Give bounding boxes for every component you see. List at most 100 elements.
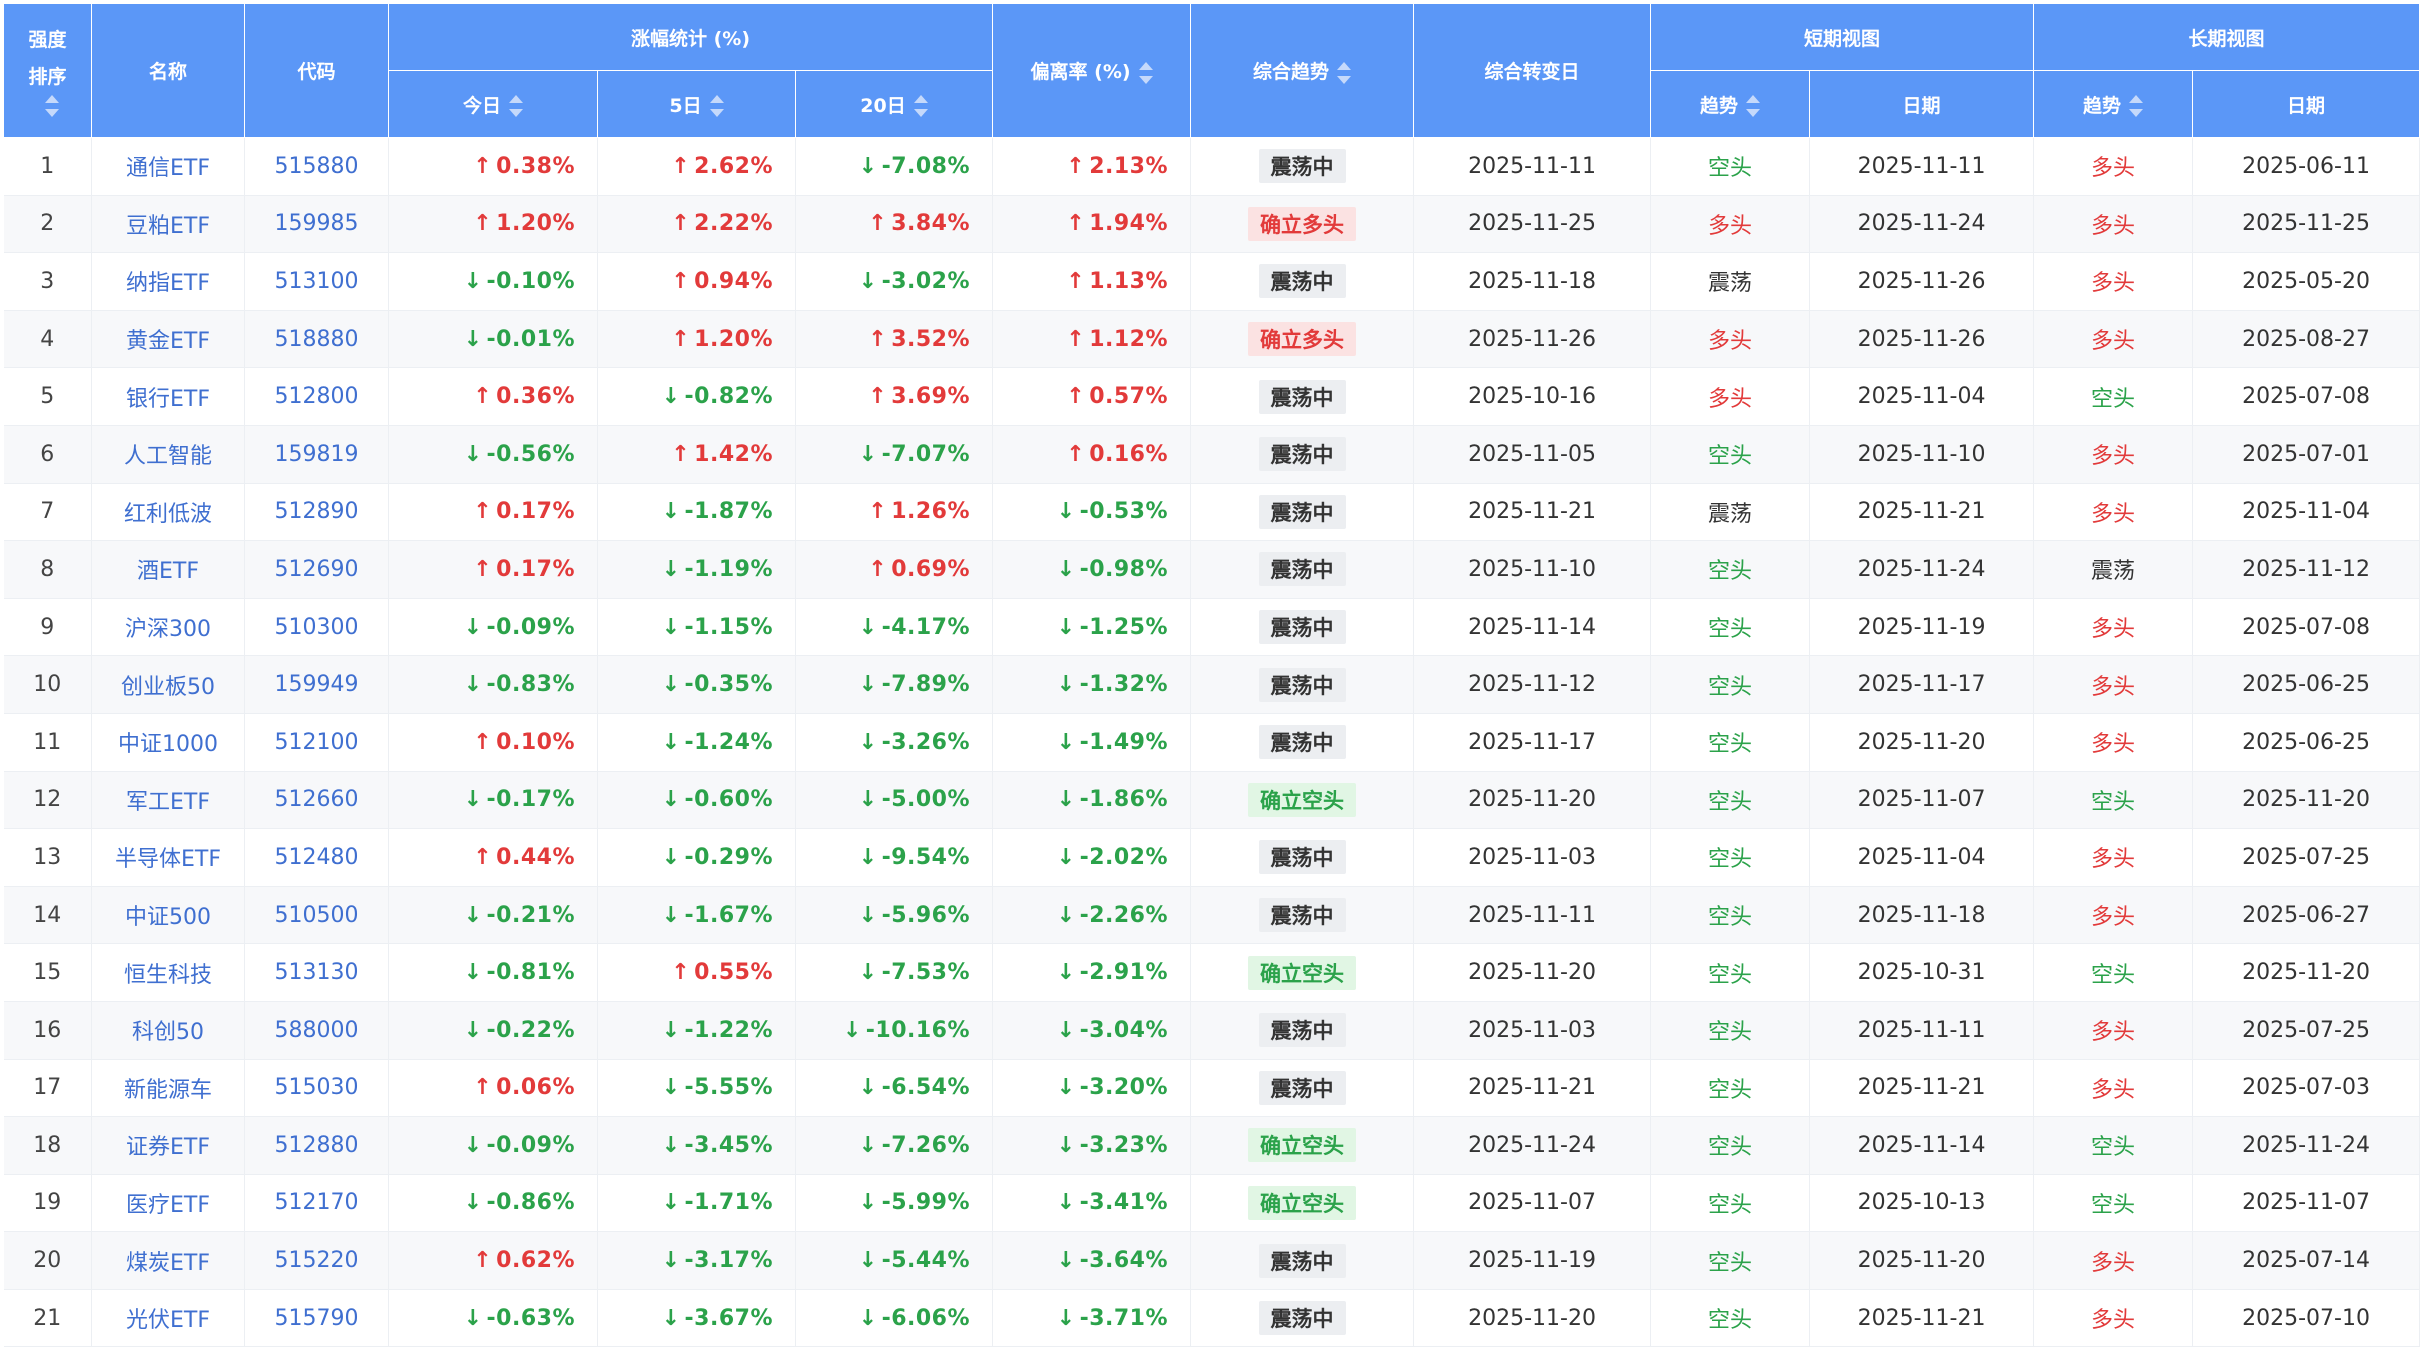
today-change-cell-value: 0.38% [496, 153, 575, 179]
etf-trend-table-container: 强度 排序 名称 代码 涨幅统计 (%) 偏离率 (%) 综合趋势 综合转变日 … [3, 3, 2420, 1348]
sort-icon[interactable] [709, 95, 724, 117]
sort-icon[interactable] [509, 95, 523, 117]
column-header-20d[interactable]: 20日 [794, 70, 994, 138]
table-row[interactable]: 4 黄金ETF 518880 ↓ -0.01% ↑ 1.20% ↑ 3.52% ↑ 1.12% 确立多… [3, 310, 2420, 369]
etf-code-link[interactable]: 515220 [244, 1231, 389, 1290]
sort-icon[interactable] [1337, 61, 1352, 84]
etf-code-link[interactable]: 518880 [244, 310, 389, 369]
table-row[interactable]: 13 半导体ETF 512480 ↑ 0.44% ↓ -0.29% ↓ -9.54% ↓ -2.02… [3, 828, 2420, 887]
etf-code-link[interactable]: 588000 [244, 1001, 389, 1060]
table-row[interactable]: 7 红利低波 512890 ↑ 0.17% ↓ -1.87% ↑ 1.26% ↓ -0.53% 震荡中… [3, 483, 2420, 542]
table-row[interactable]: 10 创业板50 159949 ↓ -0.83% ↓ -0.35% ↓ -7.89% ↓ -1.32… [3, 655, 2420, 714]
etf-name-link[interactable]: 恒生科技 [91, 943, 245, 1002]
long-date-cell: 2025-11-25 [2192, 195, 2420, 254]
long-date-cell: 2025-11-20 [2192, 943, 2420, 1002]
sort-icon[interactable] [913, 95, 928, 117]
etf-name-link[interactable]: 黄金ETF [91, 310, 245, 369]
column-header-code: 代码 [244, 3, 389, 138]
etf-name-link[interactable]: 纳指ETF [91, 252, 245, 311]
short-date-cell: 2025-11-19 [1809, 598, 2035, 657]
column-header-rank[interactable]: 强度 排序 [3, 3, 92, 138]
etf-code-link[interactable]: 513100 [244, 252, 389, 311]
etf-name-link[interactable]: 人工智能 [91, 425, 245, 484]
deviation-cell-value: 1.94% [1089, 211, 1169, 237]
etf-code-link[interactable]: 159819 [244, 425, 389, 484]
deviation-cell-value: 0.57% [1089, 384, 1169, 410]
table-row[interactable]: 17 新能源车 515030 ↑ 0.06% ↓ -5.55% ↓ -6.54% ↓ -3.20% 震… [3, 1059, 2420, 1118]
20d-change-cell-value: -4.17% [881, 614, 971, 640]
overall-trend-cell: 震荡中 [1190, 540, 1415, 599]
etf-code-link[interactable]: 515880 [244, 137, 389, 196]
column-header-short-trend[interactable]: 趋势 [1650, 70, 1811, 138]
column-header-deviation[interactable]: 偏离率 (%) [992, 3, 1192, 138]
etf-name-link[interactable]: 中证500 [91, 886, 245, 945]
etf-name-link[interactable]: 红利低波 [91, 483, 245, 542]
sort-icon[interactable] [2129, 95, 2144, 117]
column-header-overall-trend[interactable]: 综合趋势 [1190, 3, 1415, 138]
table-row[interactable]: 15 恒生科技 513130 ↓ -0.81% ↑ 0.55% ↓ -7.53% ↓ -2.91% 确… [3, 943, 2420, 1002]
overall-trend-cell: 震荡中 [1190, 1289, 1415, 1348]
etf-code-link[interactable]: 510500 [244, 886, 389, 945]
etf-name-link[interactable]: 酒ETF [91, 540, 245, 599]
table-row[interactable]: 19 医疗ETF 512170 ↓ -0.86% ↓ -1.71% ↓ -5.99% ↓ -3.41… [3, 1174, 2420, 1233]
etf-name-link[interactable]: 证券ETF [91, 1116, 245, 1175]
etf-code-link[interactable]: 512890 [244, 483, 389, 542]
etf-name-link[interactable]: 军工ETF [91, 771, 245, 830]
etf-code-link[interactable]: 512690 [244, 540, 389, 599]
etf-name-link[interactable]: 豆粕ETF [91, 195, 245, 254]
table-row[interactable]: 2 豆粕ETF 159985 ↑ 1.20% ↑ 2.22% ↑ 3.84% ↑ 1.94% 确立多头… [3, 195, 2420, 254]
table-row[interactable]: 3 纳指ETF 513100 ↓ -0.10% ↑ 0.94% ↓ -3.02% ↑ 1.13% 震荡… [3, 252, 2420, 311]
table-row[interactable]: 16 科创50 588000 ↓ -0.22% ↓ -1.22% ↓ -10.16% ↓ -3.04… [3, 1001, 2420, 1060]
column-header-long-trend[interactable]: 趋势 [2033, 70, 2194, 138]
table-row[interactable]: 5 银行ETF 512800 ↑ 0.36% ↓ -0.82% ↑ 3.69% ↑ 0.57% 震荡中… [3, 367, 2420, 426]
etf-code-link[interactable]: 513130 [244, 943, 389, 1002]
deviation-cell: ↑ 0.16% [992, 425, 1192, 484]
short-trend-cell: 空头 [1650, 713, 1811, 772]
column-group-short-view: 短期视图 [1650, 3, 2035, 71]
column-header-5d[interactable]: 5日 [597, 70, 796, 138]
etf-name-link[interactable]: 半导体ETF [91, 828, 245, 887]
etf-name-link[interactable]: 光伏ETF [91, 1289, 245, 1348]
etf-code-link[interactable]: 512880 [244, 1116, 389, 1175]
sort-icon[interactable] [44, 94, 59, 117]
20d-change-cell: ↓ -5.44% [795, 1231, 994, 1290]
etf-code-link[interactable]: 512800 [244, 367, 389, 426]
table-row[interactable]: 14 中证500 510500 ↓ -0.21% ↓ -1.67% ↓ -5.96% ↓ -2.26… [3, 886, 2420, 945]
etf-code-link[interactable]: 515030 [244, 1059, 389, 1118]
etf-name-link[interactable]: 沪深300 [91, 598, 245, 657]
column-header-today[interactable]: 今日 [388, 70, 598, 138]
etf-code-link[interactable]: 510300 [244, 598, 389, 657]
etf-code-link[interactable]: 159949 [244, 655, 389, 714]
etf-code-link[interactable]: 512660 [244, 771, 389, 830]
table-row[interactable]: 1 通信ETF 515880 ↑ 0.38% ↑ 2.62% ↓ -7.08% ↑ 2.13% 震荡中… [3, 137, 2420, 196]
20d-change-cell: ↓ -3.26% [795, 713, 994, 772]
etf-name-link[interactable]: 新能源车 [91, 1059, 245, 1118]
table-row[interactable]: 12 军工ETF 512660 ↓ -0.17% ↓ -0.60% ↓ -5.00% ↓ -1.86… [3, 771, 2420, 830]
sort-icon[interactable] [1746, 95, 1761, 117]
rank-cell: 8 [3, 540, 92, 599]
table-row[interactable]: 8 酒ETF 512690 ↑ 0.17% ↓ -1.19% ↑ 0.69% ↓ -0.98% 震荡中… [3, 540, 2420, 599]
etf-name-link[interactable]: 中证1000 [91, 713, 245, 772]
table-row[interactable]: 18 证券ETF 512880 ↓ -0.09% ↓ -3.45% ↓ -7.26% ↓ -3.23… [3, 1116, 2420, 1175]
arrow-up-icon: ↑ [473, 499, 493, 525]
etf-code-link[interactable]: 515790 [244, 1289, 389, 1348]
table-row[interactable]: 11 中证1000 512100 ↑ 0.10% ↓ -1.24% ↓ -3.26% ↓ -1.49… [3, 713, 2420, 772]
table-row[interactable]: 20 煤炭ETF 515220 ↑ 0.62% ↓ -3.17% ↓ -5.44% ↓ -3.64%… [3, 1231, 2420, 1290]
table-row[interactable]: 9 沪深300 510300 ↓ -0.09% ↓ -1.15% ↓ -4.17% ↓ -1.25%… [3, 598, 2420, 657]
rank-cell: 20 [3, 1231, 92, 1290]
etf-name-link[interactable]: 医疗ETF [91, 1174, 245, 1233]
table-row[interactable]: 21 光伏ETF 515790 ↓ -0.63% ↓ -3.67% ↓ -6.06% ↓ -3.71… [3, 1289, 2420, 1348]
long-trend-cell: 多头 [2033, 252, 2194, 311]
etf-name-link[interactable]: 创业板50 [91, 655, 245, 714]
etf-name-link[interactable]: 银行ETF [91, 367, 245, 426]
etf-name-link[interactable]: 科创50 [91, 1001, 245, 1060]
etf-name-link[interactable]: 通信ETF [91, 137, 245, 196]
etf-code-link[interactable]: 512170 [244, 1174, 389, 1233]
rank-cell: 7 [3, 483, 92, 542]
sort-icon[interactable] [1138, 61, 1153, 84]
etf-code-link[interactable]: 512100 [244, 713, 389, 772]
etf-code-link[interactable]: 159985 [244, 195, 389, 254]
table-row[interactable]: 6 人工智能 159819 ↓ -0.56% ↑ 1.42% ↓ -7.07% ↑ 0.16% 震荡中… [3, 425, 2420, 484]
etf-code-link[interactable]: 512480 [244, 828, 389, 887]
etf-name-link[interactable]: 煤炭ETF [91, 1231, 245, 1290]
